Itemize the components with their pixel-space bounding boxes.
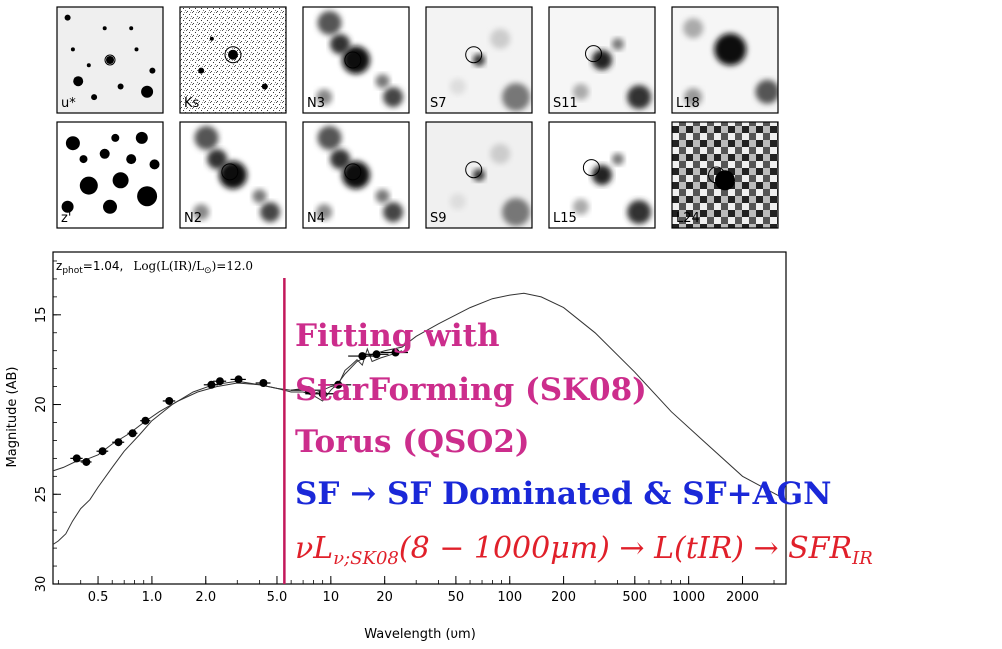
annotation-torus: Torus (QSO2) [295, 424, 530, 460]
data-point [305, 389, 337, 398]
data-point [255, 379, 271, 388]
thumbnail-l15: L15 [548, 121, 656, 229]
annotation-fitting-with: Fitting with [295, 318, 500, 354]
x-tick-label: 50 [448, 590, 465, 605]
x-axis-label: Wavelength (υm) [364, 627, 476, 642]
thumbnail-z: z' [56, 121, 164, 229]
thumbnail-grid: u* Ks N3 S7 S11 L18 z' N2 N4 S9 L15 L24 [56, 6, 779, 229]
data-point [96, 447, 109, 456]
point-marker [304, 386, 313, 395]
thumbnail-s9: S9 [425, 121, 533, 229]
axes: 0.5 1.0 2.0 5.0 10 20 50 100 200 500 1000 2000 15 20 2… [34, 260, 775, 605]
thumbnail-l18: L18 [671, 6, 779, 114]
x-tick-label: 100 [497, 590, 522, 605]
data-point [80, 457, 92, 466]
x-tick-label: 1.0 [142, 590, 163, 605]
model-curve-1 [52, 292, 787, 545]
thumbnail-label: L15 [553, 211, 577, 226]
x-tick-label: 200 [551, 590, 576, 605]
data-point [70, 454, 83, 463]
point-marker [128, 429, 137, 438]
point-marker [114, 438, 123, 447]
thumbnail-label: Ks [184, 96, 200, 111]
data-point [140, 416, 151, 425]
chart-title: zphot=1.04, Log(L(IR)/L⊙)=12.0 [56, 259, 253, 276]
x-tick-label: 2.0 [195, 590, 216, 605]
sed-chart: 0.5 1.0 2.0 5.0 10 20 50 100 200 500 1000 2000 15 20 2… [5, 251, 873, 642]
data-point [127, 429, 138, 438]
x-tick-label: 500 [622, 590, 647, 605]
point-marker [72, 454, 81, 463]
thumbnail-label: L24 [676, 211, 700, 226]
point-marker [372, 350, 381, 359]
annotation-starforming: StarForming (SK08) [295, 372, 647, 408]
data-point [213, 377, 227, 386]
thumbnail-u: u* [56, 6, 164, 114]
data-point [162, 396, 176, 405]
x-tick-label: 20 [376, 590, 393, 605]
y-tick-label: 30 [34, 576, 49, 593]
point-marker [259, 379, 268, 388]
annotation-block: Fitting with StarForming (SK08) Torus (Q… [295, 318, 873, 569]
data-point [203, 380, 219, 389]
thumbnail-label: N4 [307, 211, 325, 226]
point-marker [165, 396, 174, 405]
point-marker [207, 380, 216, 389]
x-tick-label: 0.5 [88, 590, 109, 605]
x-tick-label: 5.0 [267, 590, 288, 605]
thumbnail-n4: N4 [302, 121, 410, 229]
thumbnail-s7: S7 [425, 6, 533, 114]
thumbnail-label: S9 [430, 211, 447, 226]
x-tick-label: 10 [323, 590, 340, 605]
thumbnail-label: u* [61, 96, 76, 111]
thumbnail-ks: Ks [179, 6, 287, 114]
annotation-sf-classification: SF → SF Dominated & SF+AGN [295, 476, 831, 512]
data-points [70, 348, 409, 466]
thumbnail-label: L18 [676, 96, 700, 111]
point-marker [334, 380, 343, 389]
y-tick-label: 20 [34, 396, 49, 413]
thumbnail-l24: L24 [671, 121, 779, 229]
plot-frame [52, 251, 787, 585]
point-marker [141, 416, 150, 425]
data-point [112, 438, 125, 447]
data-point [291, 386, 323, 395]
point-marker [318, 389, 327, 398]
point-marker [234, 375, 243, 384]
thumbnail-label: S11 [553, 96, 578, 111]
y-axis-label: Magnitude (AB) [5, 367, 20, 468]
point-marker [391, 348, 400, 357]
thumbnail-label: S7 [430, 96, 447, 111]
point-marker [98, 447, 107, 456]
thumbnail-label: N3 [307, 96, 325, 111]
thumbnail-n2: N2 [179, 121, 287, 229]
data-point [362, 350, 389, 359]
x-tick-label: 1000 [672, 590, 705, 605]
thumbnail-s11: S11 [548, 6, 656, 114]
data-point [380, 348, 409, 357]
thumbnail-n3: N3 [302, 6, 410, 114]
y-tick-label: 25 [34, 486, 49, 503]
y-tick-label: 15 [34, 307, 49, 324]
annotation-sfr-formula: νLν;SK08(8 − 1000μm) → L(tIR) → SFRIR [295, 531, 873, 569]
x-tick-label: 2000 [726, 590, 759, 605]
data-point [230, 375, 246, 384]
point-marker [82, 457, 91, 466]
data-point [322, 380, 352, 389]
thumbnail-label: N2 [184, 211, 202, 226]
point-marker [215, 377, 224, 386]
thumbnail-label: z' [61, 211, 71, 226]
